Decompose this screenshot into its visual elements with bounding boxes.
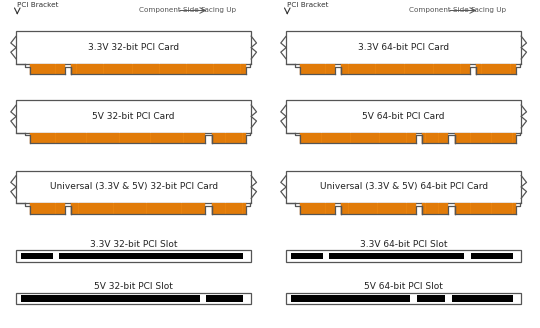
Bar xyxy=(16,293,251,304)
Bar xyxy=(455,133,516,143)
Bar xyxy=(16,100,251,133)
Bar xyxy=(286,100,521,133)
Text: PCI Bracket: PCI Bracket xyxy=(17,2,58,8)
Text: 5V 32-bit PCI Slot: 5V 32-bit PCI Slot xyxy=(94,282,173,291)
Bar xyxy=(59,253,243,259)
Text: 3.3V 64-bit PCI Slot: 3.3V 64-bit PCI Slot xyxy=(360,239,448,249)
Bar xyxy=(212,133,246,143)
Bar xyxy=(30,203,65,214)
Bar xyxy=(286,293,521,304)
Bar xyxy=(341,203,416,214)
Text: 3.3V 32-bit PCI Card: 3.3V 32-bit PCI Card xyxy=(88,43,179,52)
Text: Universal (3.3V & 5V) 32-bit PCI Card: Universal (3.3V & 5V) 32-bit PCI Card xyxy=(50,182,218,192)
Bar xyxy=(286,31,521,64)
Bar xyxy=(300,64,335,74)
Bar xyxy=(30,133,205,143)
Text: 3.3V 64-bit PCI Card: 3.3V 64-bit PCI Card xyxy=(358,43,449,52)
Bar xyxy=(455,203,516,214)
Bar xyxy=(476,64,516,74)
Bar xyxy=(300,133,416,143)
Bar xyxy=(212,203,246,214)
Text: 3.3V 32-bit PCI Slot: 3.3V 32-bit PCI Slot xyxy=(90,239,178,249)
Bar xyxy=(291,253,323,259)
Bar xyxy=(16,250,251,262)
Bar xyxy=(71,203,205,214)
Bar xyxy=(341,64,470,74)
Text: Universal (3.3V & 5V) 64-bit PCI Card: Universal (3.3V & 5V) 64-bit PCI Card xyxy=(320,182,488,192)
Bar xyxy=(417,296,445,301)
Bar xyxy=(30,64,65,74)
Bar xyxy=(16,31,251,64)
Bar xyxy=(286,250,521,262)
Text: 5V 64-bit PCI Slot: 5V 64-bit PCI Slot xyxy=(364,282,443,291)
Bar xyxy=(300,203,335,214)
Bar xyxy=(291,296,410,301)
Bar xyxy=(422,203,448,214)
Bar xyxy=(21,253,53,259)
Bar xyxy=(422,133,448,143)
Bar xyxy=(286,171,521,203)
Bar xyxy=(329,253,464,259)
Bar xyxy=(206,296,243,301)
Text: PCI Bracket: PCI Bracket xyxy=(287,2,328,8)
Text: 5V 64-bit PCI Card: 5V 64-bit PCI Card xyxy=(362,112,445,121)
Text: Component Side Facing Up: Component Side Facing Up xyxy=(139,8,236,13)
Bar xyxy=(71,64,246,74)
Bar xyxy=(16,171,251,203)
Text: Component Side Facing Up: Component Side Facing Up xyxy=(409,8,506,13)
Bar xyxy=(21,296,200,301)
Bar xyxy=(452,296,513,301)
Bar xyxy=(471,253,513,259)
Text: 5V 32-bit PCI Card: 5V 32-bit PCI Card xyxy=(92,112,175,121)
